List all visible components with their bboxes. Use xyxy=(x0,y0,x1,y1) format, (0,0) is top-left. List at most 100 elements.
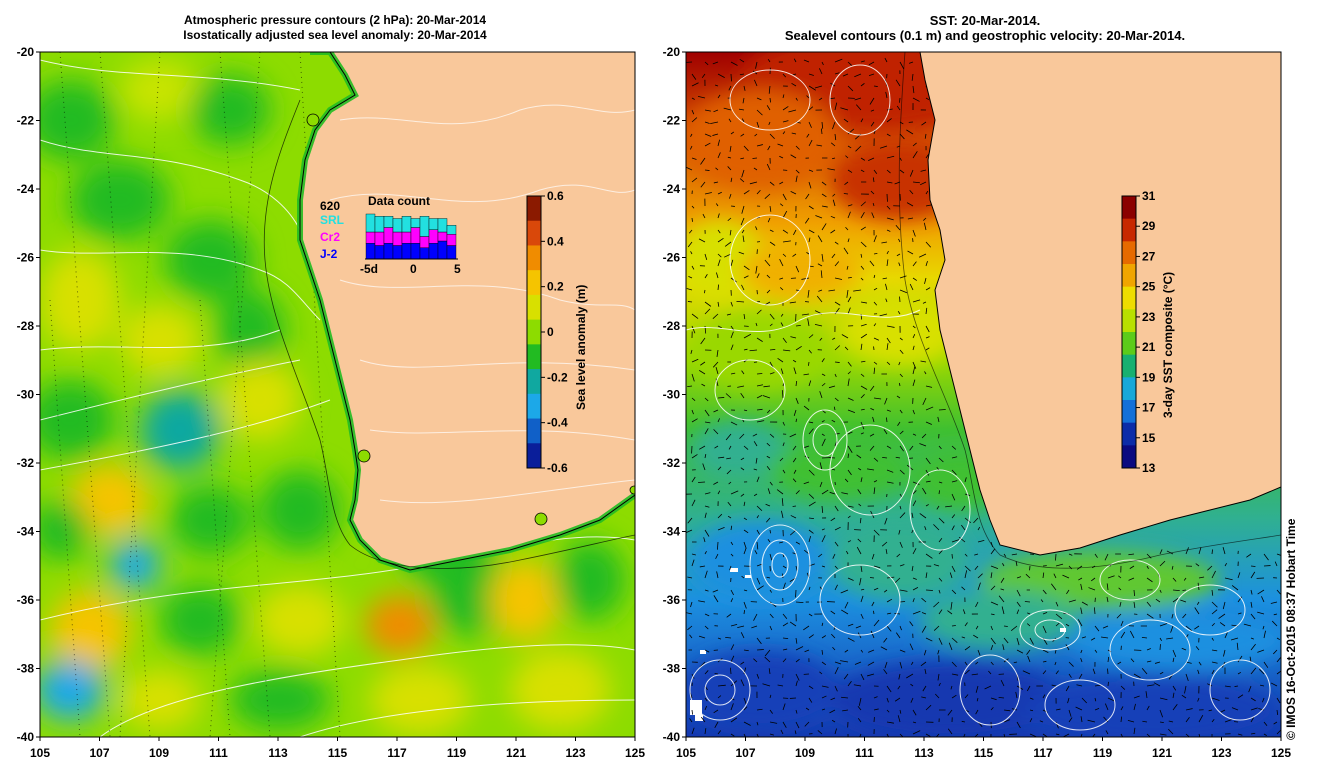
velocity-arrow xyxy=(714,84,719,87)
velocity-arrow xyxy=(860,118,864,123)
velocity-arrow xyxy=(898,262,901,267)
velocity-arrow xyxy=(899,469,905,475)
velocity-arrow xyxy=(782,721,787,728)
velocity-arrow xyxy=(769,205,772,212)
velocity-arrow xyxy=(847,378,850,387)
velocity-arrow xyxy=(1065,623,1070,627)
velocity-arrow xyxy=(1185,673,1189,682)
lon-tick-label: 117 xyxy=(387,746,407,760)
velocity-arrow xyxy=(821,438,826,447)
velocity-arrow xyxy=(886,469,894,473)
colorbar-swatch xyxy=(527,393,541,420)
colorbar-tick-label: 27 xyxy=(1142,249,1156,263)
velocity-arrow xyxy=(782,193,787,201)
velocity-arrow xyxy=(768,85,771,94)
lon-tick-label: 125 xyxy=(1271,746,1291,760)
velocity-arrow xyxy=(741,169,745,178)
velocity-arrow xyxy=(895,224,901,231)
lon-tick-label: 119 xyxy=(1093,746,1113,760)
velocity-arrow xyxy=(1198,547,1202,555)
velocity-arrow xyxy=(756,637,762,645)
velocity-arrow xyxy=(1120,620,1124,627)
velocity-arrow xyxy=(911,73,914,81)
velocity-arrow xyxy=(821,685,829,688)
velocity-arrow xyxy=(975,601,979,608)
velocity-arrow xyxy=(869,577,875,579)
right-colorbar-frame xyxy=(1121,195,1137,469)
velocity-arrow xyxy=(790,336,797,339)
velocity-arrow xyxy=(704,492,711,495)
velocity-arrow xyxy=(1159,589,1162,593)
velocity-arrow xyxy=(756,563,762,567)
lat-tick-label: -20 xyxy=(17,45,35,59)
velocity-arrow xyxy=(924,277,927,285)
velocity-arrow xyxy=(821,193,827,198)
velocity-arrow xyxy=(730,525,733,531)
right-title-line1: SST: 20-Mar-2014. xyxy=(929,13,1041,28)
velocity-arrow xyxy=(1027,612,1031,615)
velocity-arrow xyxy=(912,277,918,281)
velocity-arrow xyxy=(1273,613,1278,616)
velocity-arrow xyxy=(754,79,758,87)
velocity-arrow xyxy=(925,261,928,267)
velocity-arrow xyxy=(808,613,813,617)
colorbar-tick-label: 23 xyxy=(1142,310,1156,324)
velocity-arrow xyxy=(898,673,901,680)
left-colorbar-fill xyxy=(527,196,541,469)
velocity-arrow xyxy=(1133,727,1136,735)
velocity-arrow xyxy=(847,409,856,414)
data-count-bar-cr2 xyxy=(437,231,448,242)
velocity-arrow xyxy=(1010,625,1018,632)
velocity-arrow xyxy=(821,433,825,436)
velocity-arrow xyxy=(1102,625,1109,629)
velocity-arrow xyxy=(990,572,993,579)
velocity-arrow xyxy=(1273,721,1278,725)
velocity-arrow xyxy=(769,348,776,351)
velocity-arrow xyxy=(951,525,955,531)
velocity-arrow xyxy=(1276,589,1281,595)
velocity-arrow xyxy=(755,457,758,464)
velocity-arrow xyxy=(700,716,706,723)
velocity-arrow xyxy=(1080,607,1083,615)
velocity-arrow xyxy=(1127,719,1135,723)
velocity-arrow xyxy=(730,421,738,426)
velocity-arrow xyxy=(912,361,917,369)
velocity-arrow xyxy=(691,313,699,319)
velocity-arrow xyxy=(743,541,747,549)
velocity-arrow xyxy=(990,697,997,701)
velocity-arrow xyxy=(1171,613,1174,619)
velocity-arrow xyxy=(1027,623,1031,627)
velocity-arrow xyxy=(847,680,852,687)
data-count-bar-j2 xyxy=(392,245,403,260)
velocity-arrow xyxy=(727,156,732,159)
velocity-arrow xyxy=(739,58,745,63)
velocity-arrow xyxy=(885,298,888,303)
velocity-arrow xyxy=(808,697,813,703)
velocity-arrow xyxy=(713,481,719,485)
velocity-arrow xyxy=(1168,728,1174,735)
velocity-arrow xyxy=(740,661,745,665)
velocity-arrow xyxy=(834,397,839,402)
velocity-arrow xyxy=(699,445,706,450)
velocity-arrow xyxy=(873,253,878,255)
velocity-arrow xyxy=(804,549,810,555)
colorbar-tick-label: 31 xyxy=(1142,189,1156,203)
velocity-arrow xyxy=(713,709,719,714)
velocity-arrow xyxy=(912,85,915,94)
velocity-arrow xyxy=(808,535,812,543)
velocity-arrow xyxy=(921,433,927,439)
velocity-arrow xyxy=(899,373,903,378)
velocity-arrow xyxy=(691,409,694,415)
right-shelf-contour xyxy=(898,52,1281,569)
velocity-arrow xyxy=(829,97,836,100)
velocity-arrow xyxy=(834,565,838,570)
velocity-arrow xyxy=(847,85,854,92)
data-count-bar-srl xyxy=(374,216,385,233)
velocity-arrow xyxy=(1258,668,1265,675)
velocity-arrow xyxy=(951,673,959,676)
velocity-arrow xyxy=(726,457,732,460)
velocity-arrow xyxy=(886,133,891,137)
velocity-arrow xyxy=(743,145,749,152)
velocity-arrow xyxy=(1003,733,1006,737)
velocity-arrow xyxy=(780,368,784,375)
